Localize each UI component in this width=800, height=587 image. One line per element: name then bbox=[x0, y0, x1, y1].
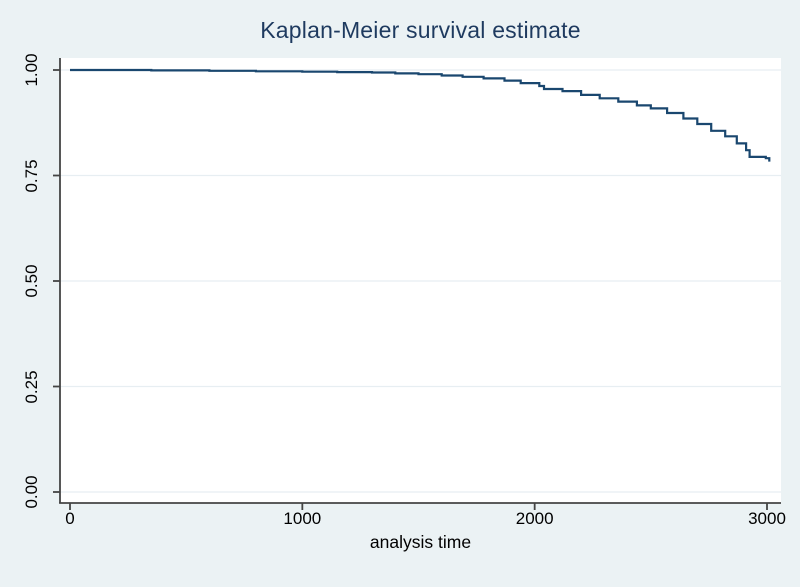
x-tick-label: 3000 bbox=[748, 509, 786, 528]
x-tick-label: 1000 bbox=[283, 509, 322, 528]
y-tick-label: 1.00 bbox=[22, 53, 41, 87]
x-tick-label: 2000 bbox=[515, 509, 554, 528]
y-tick-label: 0.25 bbox=[22, 369, 41, 404]
survival-curve bbox=[70, 68, 771, 162]
chart-title: Kaplan-Meier survival estimate bbox=[260, 17, 581, 43]
y-tick-label: 0.00 bbox=[22, 475, 41, 509]
x-axis-label: analysis time bbox=[369, 532, 472, 552]
y-tick-label: 0.75 bbox=[22, 158, 41, 193]
x-tick-label: 0 bbox=[65, 509, 75, 528]
y-tick-label: 0.50 bbox=[22, 264, 41, 298]
